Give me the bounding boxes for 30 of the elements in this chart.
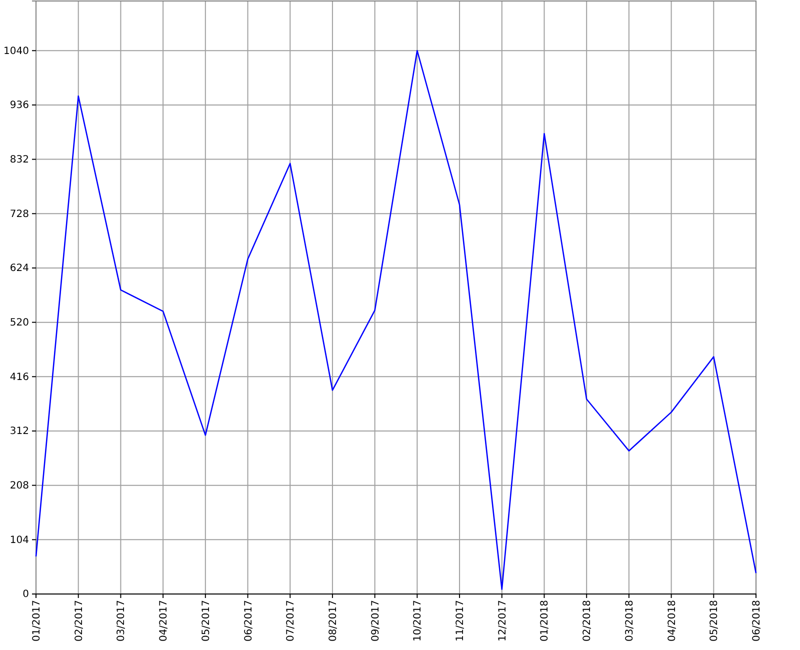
x-tick-label: 07/2017 (286, 600, 297, 642)
x-tick-label: 10/2017 (412, 600, 424, 642)
x-tick-label: 09/2017 (370, 600, 382, 642)
y-tick-label: 936 (10, 100, 29, 112)
x-tick-label: 01/2017 (32, 600, 42, 642)
y-tick-label: 1040 (4, 46, 29, 57)
y-tick-label: 312 (10, 426, 29, 438)
y-tick-label: 520 (10, 318, 29, 329)
y-tick-label: 104 (10, 534, 29, 546)
x-tick-label: 04/2017 (158, 600, 170, 642)
x-tick-label: 06/2018 (752, 600, 762, 642)
y-tick-label: 416 (10, 372, 29, 383)
x-tick-label: 06/2017 (243, 600, 254, 642)
x-tick-label: 08/2017 (328, 600, 339, 642)
x-tick-label: 02/2017 (74, 600, 85, 642)
line-series (35, 50, 757, 590)
y-tick-label: 728 (10, 208, 29, 220)
x-tick-label: 04/2018 (666, 600, 678, 642)
x-tick-label: 01/2018 (540, 600, 551, 642)
x-tick-label: 05/2018 (709, 600, 720, 642)
x-tick-label: 02/2018 (582, 600, 594, 642)
y-tick-label: 832 (10, 154, 29, 166)
x-tick-label: 03/2018 (624, 600, 636, 642)
x-tick-label: 12/2017 (497, 600, 508, 642)
x-tick-label: 05/2017 (200, 600, 212, 642)
y-tick-label: 0 (22, 589, 29, 600)
y-tick-label: 208 (10, 480, 29, 492)
y-tick-label: 624 (10, 263, 29, 274)
x-tick-label: 03/2017 (116, 600, 128, 642)
x-tick-label: 11/2017 (455, 600, 466, 642)
